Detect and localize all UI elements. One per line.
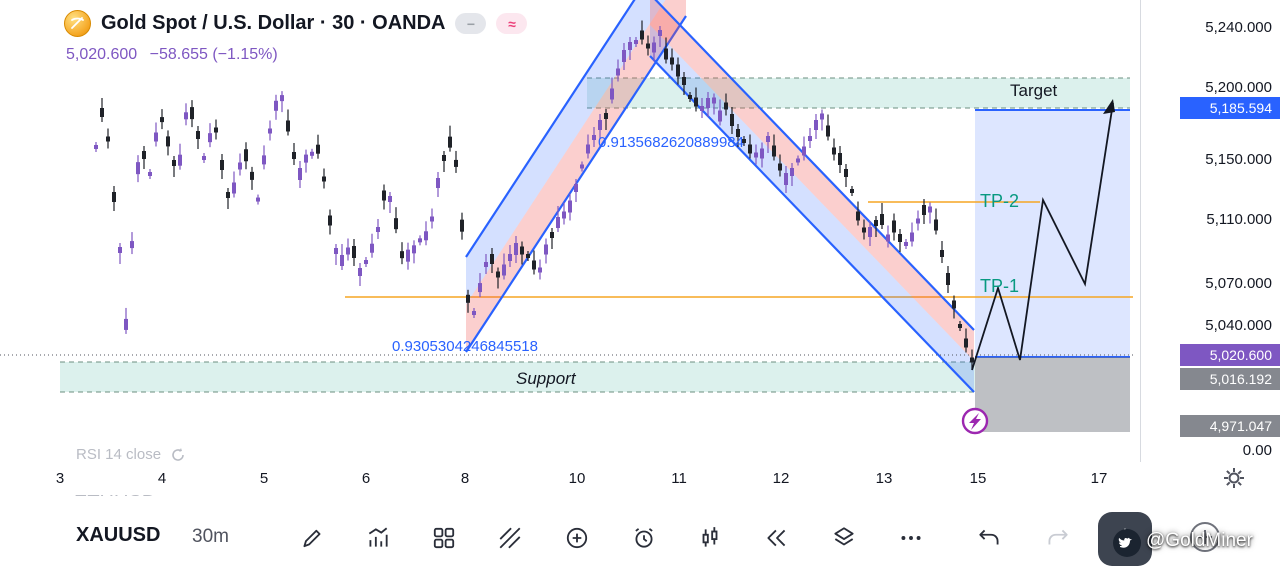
- price-tag: 5,020.600: [1180, 344, 1280, 366]
- chart-canvas[interactable]: 0.9135682620889984 0.9305304246845518 TP-2…: [0, 0, 1140, 462]
- price-tag: 5,016.192: [1180, 368, 1280, 390]
- ellipsis-icon: [901, 536, 921, 540]
- alerts-button[interactable]: [624, 518, 664, 558]
- price-axis-label: 5,150.000: [1205, 151, 1272, 168]
- wave-icon: ≈: [508, 15, 516, 32]
- support-label: Support: [516, 369, 577, 388]
- time-axis-label: 12: [772, 470, 790, 487]
- replay-button[interactable]: [757, 518, 797, 558]
- rewind-icon: [767, 529, 786, 547]
- chart-header: Gold Spot / U.S. Dollar · 30 · OANDA − ≈: [64, 10, 528, 37]
- watermark-handle: @GoldMiner: [1146, 530, 1253, 551]
- price-tag: 5,185.594: [1180, 97, 1280, 119]
- candlesticks: [94, 20, 974, 370]
- take-profit-label: TP-2: [980, 191, 1019, 211]
- price-change-row: 5,020.600 −58.655 (−1.15%): [66, 46, 278, 64]
- layers-icon: [834, 527, 854, 546]
- plus-circle-icon: [566, 527, 588, 549]
- descending-channel[interactable]: [649, 0, 975, 393]
- pattern-pill[interactable]: ≈: [496, 13, 528, 34]
- bottom-toolbar: XAUUSD 30m: [0, 496, 1280, 576]
- toolbar-interval[interactable]: 30m: [192, 526, 229, 547]
- refresh-icon: [172, 447, 184, 461]
- add-object-button[interactable]: [557, 518, 597, 558]
- gear-icon[interactable]: [1220, 465, 1248, 493]
- price-change: −58.655 (−1.15%): [149, 46, 278, 63]
- chart-style-button[interactable]: [690, 518, 730, 558]
- minus-icon: −: [466, 15, 476, 32]
- grid-icon: [433, 527, 455, 549]
- pencil-icon: [303, 529, 321, 548]
- hide-drawings-pill[interactable]: −: [455, 13, 487, 34]
- add-panel-button[interactable]: [1186, 518, 1224, 556]
- time-axis-label: 5: [259, 470, 269, 487]
- indicator-chart-icon: [368, 527, 388, 547]
- chart-pane[interactable]: 0.9135682620889984 0.9305304246845518 TP-2…: [0, 0, 1140, 462]
- plus-circle-outline-icon: [1190, 522, 1220, 552]
- target-label: Target: [1010, 81, 1058, 100]
- hidden-indicator-row: RSI 14 close: [76, 446, 186, 463]
- projection-arrow[interactable]: [971, 102, 1114, 371]
- fib-ratio-label: 0.9135682620889984: [598, 134, 744, 151]
- time-axis-label: 11: [671, 470, 687, 487]
- more-button[interactable]: [891, 518, 931, 558]
- undo-button[interactable]: [970, 518, 1010, 558]
- alarm-clock-icon: [635, 528, 653, 548]
- object-tree-button[interactable]: [824, 518, 864, 558]
- rsi-indicator-label: RSI 14 close: [76, 446, 162, 463]
- trendline-icon: [499, 527, 521, 549]
- price-axis-label: 5,040.000: [1205, 317, 1272, 334]
- price-axis-label: 5,200.000: [1205, 79, 1272, 96]
- price-axis-label: 5,070.000: [1205, 275, 1272, 292]
- take-profit-label: TP-1: [980, 276, 1019, 296]
- time-axis-label: 15: [969, 470, 987, 487]
- goldminer-logo-icon: [64, 10, 91, 37]
- price-axis-label: 0.00: [1242, 442, 1272, 459]
- last-price: 5,020.600: [66, 46, 138, 63]
- pullback-zone[interactable]: [975, 357, 1130, 432]
- candles-icon: [702, 527, 718, 547]
- projection-arrowhead: [1103, 99, 1115, 114]
- price-axis[interactable]: 5,240.000 5,200.000 5,150.000 5,110.000 5,07…: [1140, 0, 1280, 462]
- undo-icon: [979, 529, 999, 545]
- redo-icon: [1048, 529, 1068, 545]
- projection-zone[interactable]: [975, 110, 1130, 357]
- price-axis-label: 5,240.000: [1205, 19, 1272, 36]
- time-axis-label: 13: [875, 470, 893, 487]
- time-axis-label: 4: [157, 470, 167, 487]
- trendlines-button[interactable]: [490, 518, 530, 558]
- price-axis-label: 5,110.000: [1206, 211, 1272, 228]
- lightning-icon: [969, 413, 981, 430]
- price-tag: 4,971.047: [1180, 415, 1280, 437]
- time-axis-label: 8: [460, 470, 470, 487]
- draw-tool-button[interactable]: [292, 518, 332, 558]
- time-axis-label: 17: [1090, 470, 1108, 487]
- time-axis-label: 3: [55, 470, 65, 487]
- indicators-button[interactable]: [358, 518, 398, 558]
- axis-divider-vertical: [1140, 0, 1141, 496]
- twitter-bird-icon: [1113, 529, 1141, 557]
- redo-button[interactable]: [1037, 518, 1077, 558]
- fib-ratio-label: 0.9305304246845518: [392, 338, 538, 355]
- time-axis-label: 10: [568, 470, 586, 487]
- lightning-badge[interactable]: [961, 407, 989, 435]
- support-zone[interactable]: [60, 362, 975, 392]
- layouts-button[interactable]: [424, 518, 464, 558]
- toolbar-symbol[interactable]: XAUUSD: [76, 524, 161, 546]
- time-axis-label: 6: [361, 470, 371, 487]
- symbol-title[interactable]: Gold Spot / U.S. Dollar · 30 · OANDA: [101, 12, 446, 34]
- time-axis[interactable]: 3 4 5 6 8 10 11 12 13 15 17: [0, 462, 1280, 496]
